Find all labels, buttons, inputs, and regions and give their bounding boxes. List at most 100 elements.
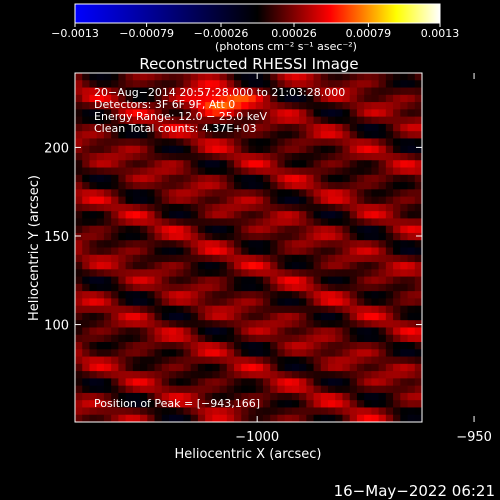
heatmap-cell bbox=[385, 385, 394, 394]
heatmap-cell bbox=[140, 414, 148, 422]
heatmap-cell bbox=[270, 196, 278, 205]
heatmap-cell bbox=[197, 160, 206, 168]
heatmap-cell bbox=[364, 414, 372, 422]
heatmap-cell bbox=[270, 102, 278, 110]
heatmap-cell bbox=[219, 400, 228, 408]
heatmap-cell bbox=[393, 392, 401, 401]
heatmap-cell bbox=[248, 342, 257, 350]
heatmap-cell bbox=[82, 87, 90, 96]
heatmap-cell bbox=[277, 138, 286, 147]
heatmap-cell bbox=[197, 276, 206, 285]
heatmap-cell bbox=[82, 334, 90, 343]
heatmap-cell bbox=[255, 225, 264, 234]
heatmap-cell bbox=[306, 123, 314, 132]
heatmap-cell bbox=[385, 305, 394, 314]
heatmap-cell bbox=[132, 102, 141, 110]
heatmap-cell bbox=[176, 87, 184, 96]
heatmap-cell bbox=[212, 371, 220, 379]
heatmap-cell bbox=[364, 211, 372, 219]
heatmap-cell bbox=[125, 225, 134, 234]
heatmap-cell bbox=[299, 123, 307, 132]
heatmap-cell bbox=[414, 94, 422, 103]
heatmap-cell bbox=[364, 152, 372, 161]
heatmap-cell bbox=[212, 276, 220, 285]
heatmap-cell bbox=[277, 116, 286, 125]
heatmap-cell bbox=[385, 160, 394, 168]
heatmap-cell bbox=[190, 225, 199, 234]
heatmap-cell bbox=[255, 400, 264, 408]
heatmap-cell bbox=[248, 392, 257, 401]
heatmap-cell bbox=[291, 356, 300, 365]
heatmap-cell bbox=[219, 254, 228, 263]
heatmap-cell bbox=[205, 291, 213, 299]
heatmap-cell bbox=[248, 123, 257, 132]
heatmap-cell bbox=[241, 182, 249, 190]
heatmap-cell bbox=[132, 87, 141, 96]
heatmap-cell bbox=[125, 211, 134, 219]
heatmap-cell bbox=[277, 167, 286, 176]
heatmap-cell bbox=[407, 356, 416, 365]
heatmap-cell bbox=[335, 174, 343, 183]
heatmap-cell bbox=[183, 385, 192, 394]
heatmap-cell bbox=[364, 240, 372, 248]
heatmap-cell bbox=[161, 363, 170, 372]
heatmap-cell bbox=[190, 291, 199, 299]
heatmap-cell bbox=[407, 102, 416, 110]
heatmap-cell bbox=[385, 174, 394, 183]
heatmap-cell bbox=[248, 109, 257, 118]
heatmap-cell bbox=[349, 189, 358, 197]
heatmap-cell bbox=[255, 349, 264, 357]
heatmap-cell bbox=[103, 283, 112, 292]
heatmap-cell bbox=[103, 73, 112, 81]
heatmap-cell bbox=[342, 254, 351, 263]
heatmap-cell bbox=[328, 102, 336, 110]
heatmap-cell bbox=[378, 109, 387, 118]
heatmap-cell bbox=[356, 152, 365, 161]
heatmap-cell bbox=[284, 211, 293, 219]
heatmap-cell bbox=[306, 400, 314, 408]
heatmap-cell bbox=[255, 320, 264, 328]
heatmap-cell bbox=[241, 356, 249, 365]
heatmap-cell bbox=[183, 262, 192, 270]
heatmap-cell bbox=[176, 334, 184, 343]
heatmap-cell bbox=[219, 327, 228, 336]
heatmap-cell bbox=[393, 131, 401, 139]
heatmap-cell bbox=[306, 218, 314, 227]
heatmap-cell bbox=[219, 73, 228, 81]
heatmap-cell bbox=[342, 80, 351, 88]
heatmap-cell bbox=[197, 291, 206, 299]
heatmap-cell bbox=[393, 349, 401, 357]
heatmap-cell bbox=[212, 203, 220, 212]
heatmap-cell bbox=[400, 138, 408, 147]
heatmap-cell bbox=[161, 138, 170, 147]
heatmap-cell bbox=[277, 342, 286, 350]
heatmap-cell bbox=[212, 182, 220, 190]
heatmap-cell bbox=[393, 298, 401, 307]
heatmap-cell bbox=[125, 196, 134, 205]
heatmap-cell bbox=[262, 160, 271, 168]
heatmap-cell bbox=[270, 80, 278, 88]
heatmap-cell bbox=[96, 109, 105, 118]
heatmap-cell bbox=[96, 371, 105, 379]
heatmap-cell bbox=[270, 312, 278, 321]
heatmap-cell bbox=[96, 262, 105, 270]
heatmap-cell bbox=[328, 87, 336, 96]
heatmap-cell bbox=[270, 327, 278, 336]
heatmap-cell bbox=[176, 160, 184, 168]
heatmap-cell bbox=[393, 414, 401, 422]
heatmap-cell bbox=[111, 327, 119, 336]
heatmap-cell bbox=[111, 240, 119, 248]
heatmap-cell bbox=[400, 116, 408, 125]
colorbar-unit: (photons cm⁻² s⁻¹ asec⁻²) bbox=[215, 40, 357, 53]
heatmap-cell bbox=[125, 80, 134, 88]
heatmap-cell bbox=[378, 247, 387, 256]
heatmap-cell bbox=[299, 182, 307, 190]
heatmap-cell bbox=[371, 203, 380, 212]
heatmap-cell bbox=[241, 312, 249, 321]
heatmap-cell bbox=[197, 94, 206, 103]
heatmap-cell bbox=[284, 138, 293, 147]
heatmap-cell bbox=[255, 160, 264, 168]
heatmap-cell bbox=[197, 349, 206, 357]
heatmap-cell bbox=[103, 356, 112, 365]
heatmap-cell bbox=[212, 80, 220, 88]
